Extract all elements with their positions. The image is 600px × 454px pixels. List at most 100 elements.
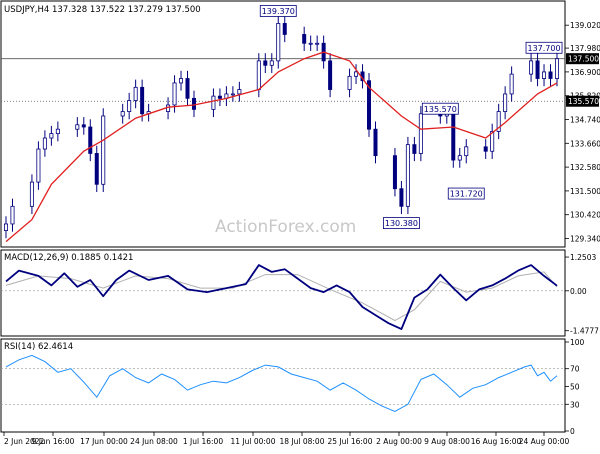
candle-body xyxy=(464,146,469,157)
macd-line xyxy=(5,264,558,330)
candle-body xyxy=(276,23,281,62)
candle-body xyxy=(282,23,287,35)
level-label: 137.500 xyxy=(568,55,599,64)
candle-body xyxy=(237,89,242,95)
candle-body xyxy=(328,60,333,90)
candle-body xyxy=(490,131,495,152)
x-tick-label: 18 Jul 08:00 xyxy=(280,437,325,446)
candle-body xyxy=(217,95,222,99)
candle-body xyxy=(49,133,54,139)
rsi-tick-label: 70 xyxy=(570,365,580,374)
candle-body xyxy=(412,144,417,154)
rsi-line xyxy=(5,354,558,412)
candle-body xyxy=(36,148,41,183)
candle-body xyxy=(185,78,190,99)
macd-panel-frame xyxy=(0,249,566,337)
x-tick-label: 16 Aug 16:00 xyxy=(471,437,522,446)
candle-body xyxy=(81,124,86,128)
annotation-box xyxy=(421,102,459,115)
level-label: 135.570 xyxy=(568,97,599,106)
candle-body xyxy=(172,82,177,106)
x-tick-label: 24 Jun 08:00 xyxy=(130,437,178,446)
price-tick-label: 133.660 xyxy=(570,139,600,148)
price-series-layer: 139.370 130.380 135.570 131.720 137.700 xyxy=(1,5,565,243)
annotation-box xyxy=(259,5,297,17)
candle-body xyxy=(211,95,216,110)
macd-panel-header: MACD(12,26,9) 0.1885 0.1421 xyxy=(4,253,133,263)
candle-body xyxy=(179,78,184,84)
macd-tick-label: 0.00 xyxy=(570,287,587,296)
candle-body xyxy=(399,188,404,207)
x-tick-label: 24 Aug 00:00 xyxy=(519,437,570,446)
macd-signal-line xyxy=(5,271,558,322)
candle-body xyxy=(555,58,560,79)
candle-body xyxy=(529,60,534,75)
candle-body xyxy=(269,60,274,66)
candle-body xyxy=(263,60,268,66)
rsi-tick-label: 30 xyxy=(570,400,580,409)
candle-body xyxy=(535,60,540,79)
candle-body xyxy=(392,155,397,190)
price-panel-frame xyxy=(0,0,566,248)
candle-body xyxy=(127,100,132,112)
candle-body xyxy=(418,113,423,154)
candle-body xyxy=(191,97,196,110)
rsi-tick-label: 50 xyxy=(570,383,580,392)
candle-body xyxy=(483,146,488,152)
rsi-tick-label: 0 xyxy=(570,427,575,436)
x-tick-label: 11 Jul 00:00 xyxy=(231,437,276,446)
x-tick-label: 9 Aug 08:00 xyxy=(424,437,470,446)
candle-body xyxy=(509,73,514,95)
x-tick-label: 17 Jun 00:00 xyxy=(80,437,128,446)
x-tick-label: 2 Jun 2022 xyxy=(4,437,45,446)
rsi-tick-label: 100 xyxy=(570,338,585,347)
candle-body xyxy=(120,111,125,117)
candle-body xyxy=(230,93,235,96)
price-tick-label: 131.500 xyxy=(570,187,600,196)
candle-body xyxy=(256,60,261,90)
annotation-label: 137.700 xyxy=(527,44,560,53)
level-label-box xyxy=(566,53,599,65)
annotation-box xyxy=(383,217,420,229)
candle-body xyxy=(347,75,352,90)
annotation-box xyxy=(525,41,563,54)
price-tick-label: 132.580 xyxy=(570,163,600,172)
moving-average-line xyxy=(5,51,558,243)
price-tick-label: 139.020 xyxy=(570,21,600,30)
annotation-label: 135.570 xyxy=(424,105,457,114)
candle-body xyxy=(367,80,372,130)
candle-body xyxy=(354,71,359,77)
x-tick-label: 9 Jun 16:00 xyxy=(32,437,75,446)
candle-body xyxy=(315,42,320,45)
candle-body xyxy=(373,128,378,157)
price-tick-label: 130.420 xyxy=(570,211,600,220)
candle-body xyxy=(4,223,9,231)
annotation-label: 130.380 xyxy=(385,219,418,228)
price-tick-label: 134.740 xyxy=(570,116,600,125)
price-panel-header: USDJPY,H4 137.328 137.522 137.279 137.50… xyxy=(4,5,201,15)
macd-tick-label: -1.4777 xyxy=(570,327,599,336)
candle-body xyxy=(94,153,99,185)
candle-body xyxy=(302,34,307,44)
x-tick-label: 1 Jul 16:00 xyxy=(183,437,223,446)
candle-body xyxy=(542,71,547,79)
candle-body xyxy=(308,42,313,45)
x-tick-label: 25 Jul 16:00 xyxy=(328,437,373,446)
price-tick-label: 136.900 xyxy=(570,68,600,77)
rsi-series-layer xyxy=(1,354,565,412)
annotation-box xyxy=(447,187,485,200)
candle-body xyxy=(88,126,93,154)
candle-body xyxy=(140,86,145,115)
annotation-label: 139.370 xyxy=(262,7,295,16)
rsi-panel-frame xyxy=(0,338,566,433)
candle-body xyxy=(503,93,508,112)
candle-body xyxy=(451,111,456,161)
price-tick-label: 137.980 xyxy=(570,44,600,53)
candle-body xyxy=(29,181,34,207)
axis-layer: 139.020137.980136.900135.820134.740133.6… xyxy=(3,21,600,446)
watermark: ActionForex.com xyxy=(215,217,356,237)
candle-body xyxy=(10,205,15,225)
candle-body xyxy=(405,144,410,207)
